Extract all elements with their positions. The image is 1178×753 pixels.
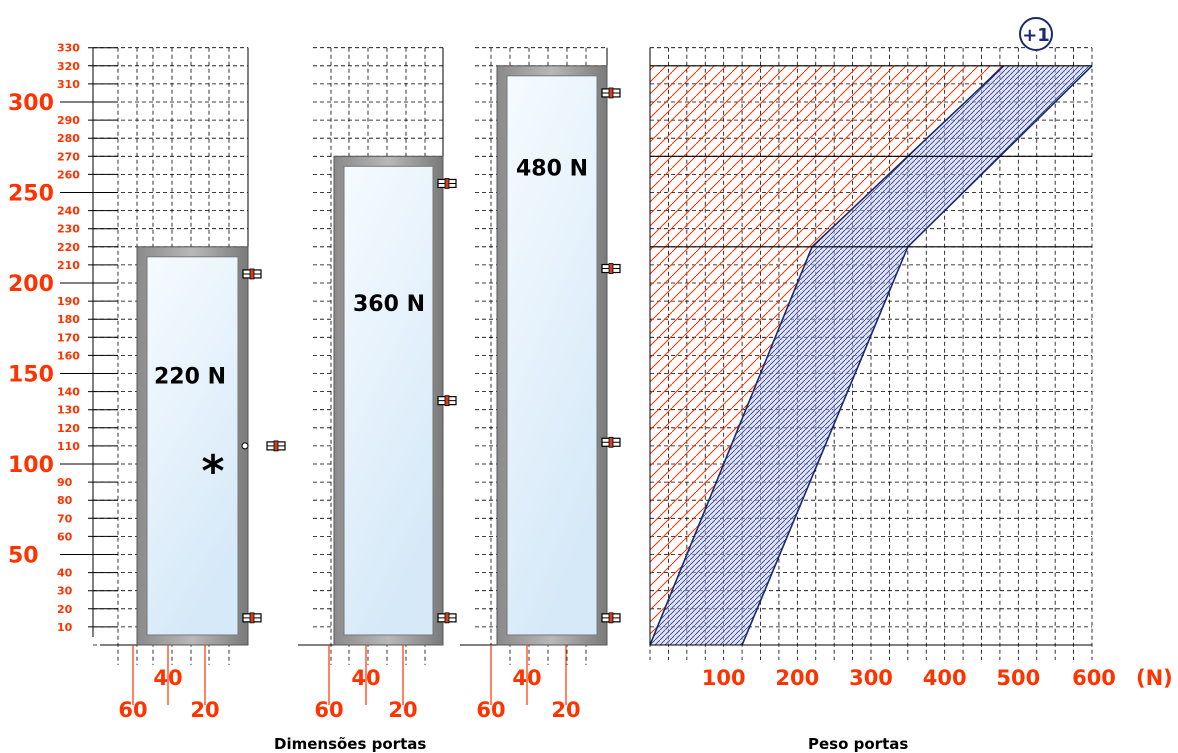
hinge-icon [601,87,621,99]
tick-label-small: 230 [57,223,80,236]
tick-label-small: 90 [57,476,73,489]
hinge-icon [266,440,286,452]
tick-label-small: 290 [57,114,80,127]
hinge-icon [601,263,621,274]
door-weight-label: 360 N [353,292,425,317]
hinge-knuckle [249,268,255,280]
asterisk-marker: * [201,446,224,497]
hinge-icon [437,612,457,624]
hinge-icon [242,612,262,624]
width-tick-label: 20 [190,698,219,722]
x-tick-label: 100 [702,666,746,690]
hinge-position-marker [241,442,249,450]
tick-label-large: 200 [8,272,54,297]
width-tick-label: 20 [388,698,417,722]
tick-label-small: 70 [57,512,73,525]
x-tick-label: 600 [1072,666,1116,690]
door-panel [506,75,598,636]
door-weight-label: 220 N [154,365,226,390]
hinge-knuckle [608,612,614,624]
tick-label-small: 260 [57,168,80,181]
tick-label-small: 210 [57,259,80,272]
tick-label-small: 280 [57,132,80,145]
hinge-icon [437,178,457,189]
tick-label-small: 30 [57,585,73,598]
tick-label-small: 320 [57,60,80,73]
red-hatched-region [650,65,1004,646]
tick-label-small: 180 [57,313,80,326]
width-tick-label: 40 [512,666,541,690]
tick-label-small: 120 [57,422,80,435]
plus-one-badge: +1 [1019,17,1053,51]
tick-label-small: 220 [57,241,80,254]
tick-label-small: 160 [57,349,80,362]
tick-label-small: 240 [57,205,80,218]
door-3: 480 N 60 40 20 [476,65,621,722]
x-tick-label: 400 [923,666,967,690]
tick-label-small: 170 [57,331,80,344]
door-panel [146,256,239,636]
door-2: 360 N 60 40 20 [314,155,457,722]
tick-label-large: 100 [8,453,54,478]
tick-label-small: 140 [57,386,80,399]
tick-label-small: 130 [57,404,80,417]
x-tick-label: 500 [996,666,1040,690]
hinge-icon [242,268,262,280]
tick-label-small: 40 [57,567,73,580]
dimensions-caption: Dimensões portas [274,735,427,753]
hinge-icon [601,612,621,624]
width-tick-label: 40 [351,666,380,690]
tick-label-large: 250 [8,182,54,207]
tick-label-small: 110 [57,440,80,453]
width-tick-label: 60 [118,698,147,722]
x-tick-label: 200 [775,666,819,690]
weight-chart: 100 200 300 400 500 600 (N) +1 [649,17,1173,690]
x-tick-label: 300 [849,666,893,690]
width-tick-label: 20 [551,698,580,722]
hinge-icon [437,395,457,407]
hinge-knuckle [444,178,450,189]
hinge-knuckle [273,440,279,452]
width-tick-label: 60 [314,698,343,722]
tick-label-small: 60 [57,530,73,543]
tick-label-large: 150 [8,363,54,388]
tick-label-small: 20 [57,603,73,616]
door-panel [343,165,434,636]
hinge-knuckle [444,612,450,624]
x-unit-label: (N) [1136,666,1173,690]
tick-label-small: 10 [57,621,73,634]
weight-caption: Peso portas [808,735,909,753]
badge-label: +1 [1022,25,1050,46]
height-scale: 10 20 30 40 60 70 80 90 110 120 130 140 160 170 180 190… [8,42,118,637]
hinge-knuckle [444,395,450,407]
width-tick-label: 40 [153,666,182,690]
hinge-knuckle [608,436,614,448]
door-weight-label: 480 N [516,156,588,181]
tick-label-small: 190 [57,295,80,308]
hinge-icon [601,436,621,448]
tick-label-large: 50 [8,544,39,569]
badge-circle [1019,17,1053,51]
hinge-knuckle [608,87,614,99]
tick-label-small: 80 [57,494,73,507]
hinge-knuckle [249,612,255,624]
tick-label-large: 300 [8,91,54,116]
tick-label-small: 310 [57,78,80,91]
hinge-knuckle [608,263,614,274]
tick-label-small: 330 [57,42,80,55]
blue-band-hatch [650,65,1092,646]
tick-label-small: 270 [57,150,80,163]
width-tick-label: 60 [476,698,505,722]
